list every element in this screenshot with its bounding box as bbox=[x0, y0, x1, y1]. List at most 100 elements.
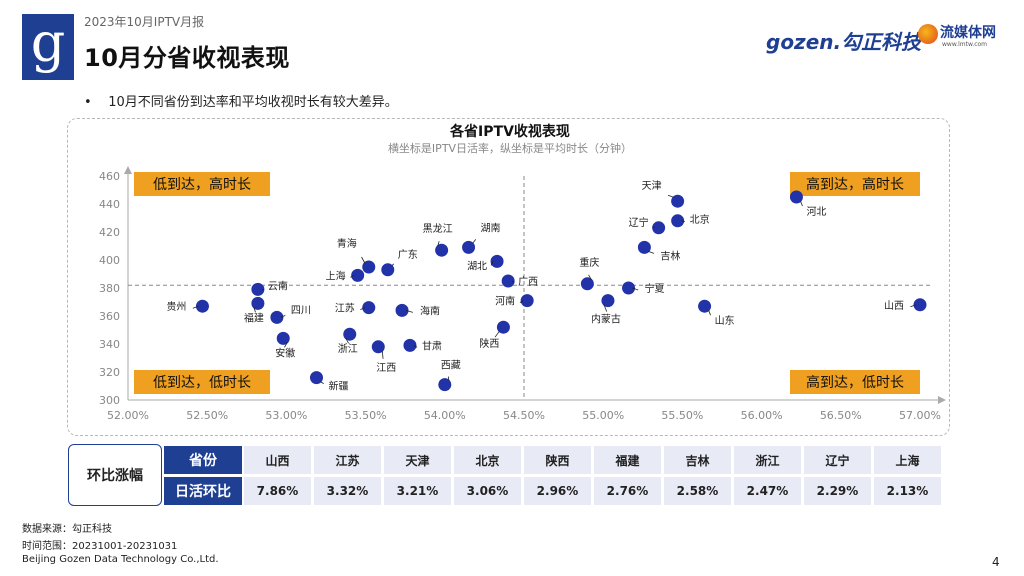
point-label-北京: 北京 bbox=[690, 213, 710, 226]
point-label-青海: 青海 bbox=[337, 237, 357, 250]
quadrant-label-bg-bottom-right bbox=[790, 370, 920, 394]
table-cell-province: 江苏 bbox=[314, 446, 381, 474]
point-leader bbox=[632, 287, 639, 291]
company-name: Beijing Gozen Data Technology Co.,Ltd. bbox=[22, 554, 219, 565]
point-label-四川: 四川 bbox=[291, 305, 311, 316]
point-label-福建: 福建 bbox=[244, 311, 264, 324]
lmt-url: www.lmtw.com bbox=[942, 41, 988, 48]
point-湖北 bbox=[490, 254, 504, 268]
point-label-河北: 河北 bbox=[806, 206, 826, 218]
gozen-logo: g bbox=[22, 14, 74, 80]
point-leader bbox=[652, 226, 655, 229]
point-leader bbox=[588, 274, 592, 280]
point-leader bbox=[350, 275, 354, 278]
point-甘肃 bbox=[403, 338, 417, 352]
point-山东 bbox=[698, 299, 712, 313]
point-leader bbox=[405, 310, 413, 313]
table-cell-province: 天津 bbox=[384, 446, 451, 474]
point-leader bbox=[437, 241, 440, 247]
point-安徽 bbox=[276, 331, 290, 345]
chart-subtitle: 横坐标是IPTV日活率，纵坐标是平均时长（分钟） bbox=[388, 141, 632, 155]
x-tick-label: 53.00% bbox=[265, 409, 307, 422]
point-浙江 bbox=[343, 327, 357, 341]
x-tick-label: 54.00% bbox=[424, 409, 466, 422]
point-label-陕西: 陕西 bbox=[479, 337, 499, 350]
point-内蒙古 bbox=[601, 294, 615, 308]
point-label-湖北: 湖北 bbox=[467, 260, 487, 272]
x-axis-arrow bbox=[938, 396, 946, 404]
point-label-山东: 山东 bbox=[715, 314, 735, 327]
x-tick-label: 55.50% bbox=[661, 409, 703, 422]
point-江西 bbox=[371, 340, 385, 354]
point-leader bbox=[381, 350, 384, 359]
table-cell-province: 北京 bbox=[454, 446, 521, 474]
point-湖南 bbox=[462, 240, 476, 254]
point-leader bbox=[192, 305, 199, 309]
y-tick-label: 320 bbox=[99, 366, 120, 379]
brand-lmt-logo: 流媒体网 www.lmtw.com bbox=[918, 22, 1018, 52]
point-label-新疆: 新疆 bbox=[328, 380, 348, 393]
point-leader bbox=[472, 239, 477, 244]
quadrant-label-bg-top-right bbox=[790, 172, 920, 196]
point-label-内蒙古: 内蒙古 bbox=[591, 313, 621, 326]
point-北京 bbox=[671, 214, 685, 228]
y-tick-label: 300 bbox=[99, 394, 120, 407]
table-cell-province: 吉林 bbox=[664, 446, 731, 474]
point-河南 bbox=[520, 294, 534, 308]
table-cell-change: 7.86% bbox=[244, 477, 311, 505]
y-tick-label: 380 bbox=[99, 282, 120, 295]
point-label-西藏: 西藏 bbox=[441, 360, 461, 372]
point-陕西 bbox=[496, 320, 510, 334]
y-tick-label: 340 bbox=[99, 338, 120, 351]
point-leader bbox=[681, 220, 685, 223]
quadrant-label-top-right: 高到达，高时长 bbox=[806, 176, 904, 193]
point-label-浙江: 浙江 bbox=[338, 343, 358, 355]
y-tick-label: 400 bbox=[99, 254, 120, 267]
point-label-宁夏: 宁夏 bbox=[645, 282, 665, 295]
point-leader bbox=[603, 304, 608, 312]
point-leader bbox=[708, 310, 711, 316]
table-cell-province: 上海 bbox=[874, 446, 941, 474]
y-axis-arrow bbox=[124, 166, 132, 174]
point-leader bbox=[345, 338, 349, 344]
point-西藏 bbox=[438, 378, 452, 392]
table-cell-province: 山西 bbox=[244, 446, 311, 474]
x-tick-label: 55.00% bbox=[582, 409, 624, 422]
point-label-吉林: 吉林 bbox=[660, 249, 680, 262]
point-江苏 bbox=[362, 301, 376, 315]
quadrant-label-bg-top-left bbox=[134, 172, 270, 196]
scatter-chart: 各省IPTV收视表现 横坐标是IPTV日活率，纵坐标是平均时长（分钟） 52.0… bbox=[99, 123, 946, 422]
y-tick-label: 440 bbox=[99, 198, 120, 211]
point-leader bbox=[284, 342, 288, 348]
point-leader bbox=[413, 345, 418, 348]
point-山西 bbox=[913, 298, 927, 312]
table-row2-header: 日活环比 bbox=[164, 477, 242, 505]
point-leader bbox=[800, 200, 803, 207]
table-cell-change: 2.13% bbox=[874, 477, 941, 505]
point-辽宁 bbox=[652, 221, 666, 235]
point-leader bbox=[648, 251, 655, 254]
y-tick-label: 360 bbox=[99, 310, 120, 323]
point-label-河南: 河南 bbox=[495, 295, 515, 308]
lmt-name: 流媒体网 bbox=[940, 25, 996, 41]
point-吉林 bbox=[637, 240, 651, 254]
point-leader bbox=[253, 307, 256, 313]
point-label-山西: 山西 bbox=[884, 300, 904, 312]
data-source: 数据来源：勾正科技 bbox=[22, 524, 112, 535]
point-天津 bbox=[671, 194, 685, 208]
table-cell-change: 2.29% bbox=[804, 477, 871, 505]
bullet-text: 10月不同省份到达率和平均收视时长有较大差异。 bbox=[108, 95, 398, 110]
point-leader bbox=[360, 307, 365, 310]
table-cell-change: 2.47% bbox=[734, 477, 801, 505]
point-上海 bbox=[351, 268, 365, 282]
time-range: 时间范围：20231001-20231031 bbox=[22, 541, 178, 552]
point-leader bbox=[361, 256, 366, 264]
y-tick-label: 460 bbox=[99, 170, 120, 183]
point-青海 bbox=[362, 260, 376, 274]
point-label-广东: 广东 bbox=[398, 248, 418, 261]
quadrant-label-bottom-right: 高到达，低时长 bbox=[806, 374, 904, 391]
point-leader bbox=[519, 300, 524, 303]
quadrant-label-bottom-left: 低到达，低时长 bbox=[153, 375, 251, 391]
table-cell-province: 福建 bbox=[594, 446, 661, 474]
brand-gozen-logo: gozen.勾正科技 bbox=[766, 30, 922, 54]
